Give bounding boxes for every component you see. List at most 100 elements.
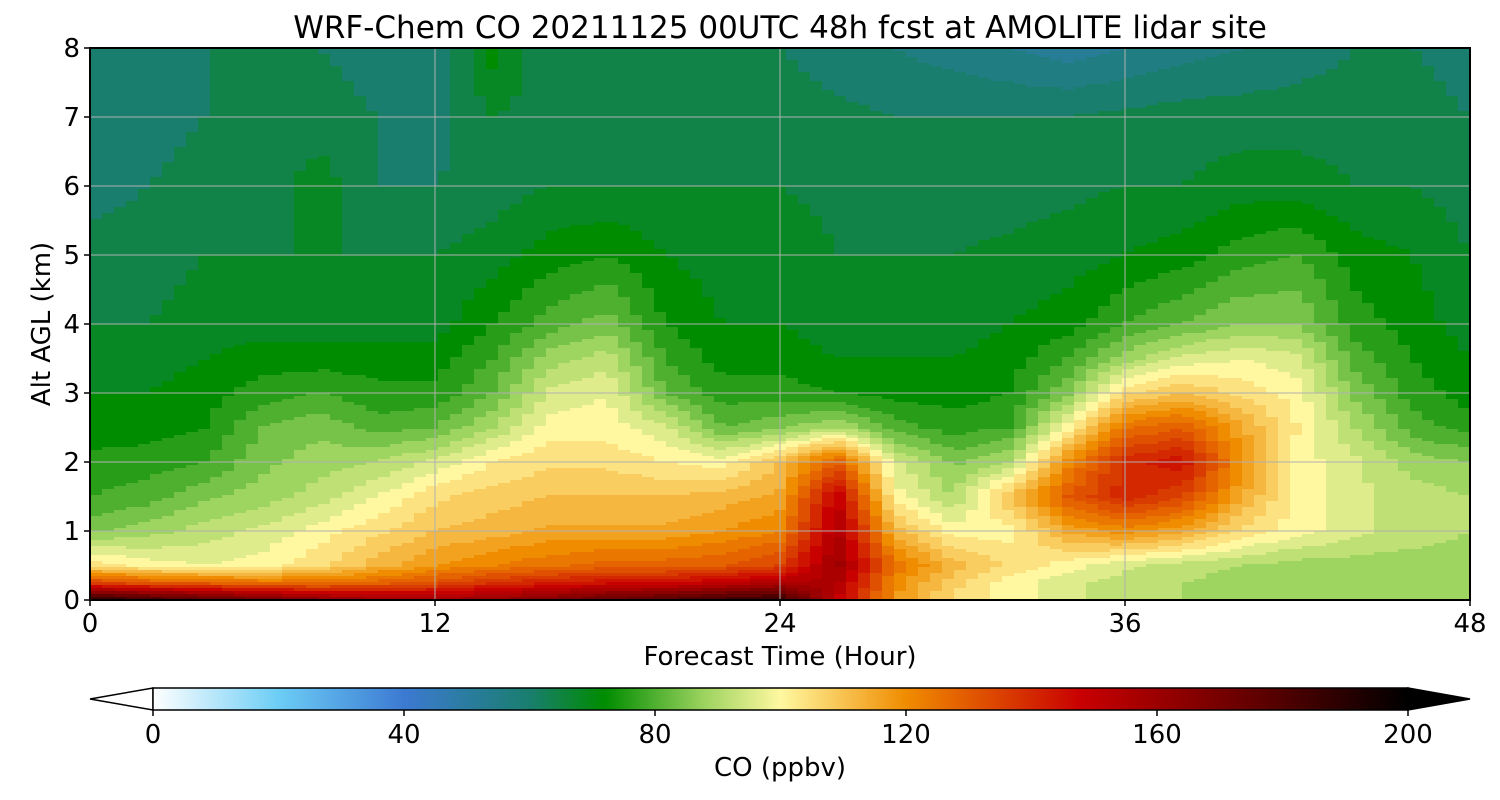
heatmap-cell <box>114 588 127 592</box>
heatmap-cell <box>798 48 811 73</box>
heatmap-cell <box>1374 318 1387 364</box>
heatmap-cell <box>594 399 607 442</box>
heatmap-cell <box>810 579 823 589</box>
heatmap-cell <box>174 561 187 568</box>
heatmap-cell <box>1218 156 1231 211</box>
heatmap-cell <box>666 327 679 367</box>
heatmap-cell <box>906 48 919 58</box>
heatmap-cell <box>858 543 871 559</box>
heatmap-cell <box>954 504 967 523</box>
heatmap-cell <box>1242 150 1255 205</box>
heatmap-cell <box>90 48 103 220</box>
heatmap-cell <box>186 576 199 580</box>
heatmap-cell <box>870 531 883 544</box>
heatmap-cell <box>882 534 895 547</box>
heatmap-cell <box>342 375 355 403</box>
heatmap-cell <box>594 441 607 469</box>
heatmap-cell <box>102 564 115 568</box>
heatmap-cell <box>1350 429 1363 457</box>
heatmap-cell <box>90 495 103 517</box>
heatmap-cell <box>114 546 127 556</box>
heatmap-cell <box>594 567 607 574</box>
heatmap-cell <box>966 459 979 475</box>
heatmap-cell <box>1182 228 1195 268</box>
heatmap-cell <box>1098 558 1111 565</box>
heatmap-cell <box>1050 432 1063 442</box>
heatmap-cell <box>510 576 523 583</box>
heatmap-cell <box>294 597 307 600</box>
heatmap-cell <box>222 573 235 577</box>
heatmap-cell <box>1074 444 1087 451</box>
heatmap-cell <box>834 96 847 256</box>
heatmap-cell <box>498 447 511 460</box>
heatmap-cell <box>678 558 691 568</box>
heatmap-cell <box>930 501 943 514</box>
heatmap-cell <box>402 570 415 574</box>
heatmap-cell <box>294 372 307 397</box>
heatmap-cell <box>618 561 631 568</box>
heatmap-cell <box>1086 393 1099 403</box>
heatmap-cell <box>1170 519 1183 529</box>
heatmap-cell <box>1038 300 1051 346</box>
colorbar-min-extension <box>89 687 154 711</box>
heatmap-cell <box>750 579 763 583</box>
heatmap-cell <box>234 387 247 421</box>
heatmap-cell <box>1170 471 1183 487</box>
heatmap-cell <box>522 585 535 589</box>
heatmap-cell <box>678 480 691 496</box>
heatmap-cell <box>942 558 955 580</box>
heatmap-cell <box>1026 54 1039 88</box>
heatmap-cell <box>654 588 667 592</box>
heatmap-cell <box>1170 534 1183 541</box>
heatmap-cell <box>438 546 451 565</box>
heatmap-cell <box>258 597 271 600</box>
heatmap-cell <box>270 570 283 574</box>
heatmap-cell <box>1410 438 1423 454</box>
heatmap-cell <box>210 354 223 409</box>
heatmap-cell <box>630 231 643 274</box>
heatmap-cell <box>1362 414 1375 442</box>
heatmap-cell <box>222 471 235 496</box>
heatmap-cell <box>762 429 775 436</box>
heatmap-cell <box>1146 417 1159 427</box>
heatmap-cell <box>342 579 355 583</box>
heatmap-cell <box>198 564 211 568</box>
heatmap-cell <box>114 594 127 598</box>
colorbar-tick-label: 200 <box>1383 720 1433 750</box>
heatmap-cell <box>1242 381 1255 400</box>
heatmap-cell <box>126 582 139 586</box>
heatmap-cell <box>318 579 331 583</box>
heatmap-cell <box>1158 468 1171 490</box>
heatmap-cell <box>534 471 547 499</box>
heatmap-cell <box>978 555 991 574</box>
heatmap-cell <box>90 393 103 451</box>
heatmap-cell <box>726 489 739 505</box>
heatmap-cell <box>258 507 271 526</box>
heatmap-cell <box>1074 450 1087 460</box>
heatmap-cell <box>1086 537 1099 544</box>
heatmap-cell <box>366 582 379 586</box>
heatmap-cell <box>882 453 895 460</box>
heatmap-cell <box>390 576 403 580</box>
heatmap-cell <box>1218 459 1231 469</box>
heatmap-cell <box>234 573 247 577</box>
heatmap-cell <box>426 429 439 439</box>
heatmap-cell <box>258 570 271 574</box>
heatmap-cell <box>354 465 367 487</box>
heatmap-cell <box>714 318 727 373</box>
heatmap-cell <box>822 420 835 430</box>
heatmap-cell <box>522 288 535 328</box>
heatmap-cell <box>1122 423 1135 430</box>
heatmap-cell <box>762 324 775 376</box>
heatmap-cell <box>162 579 175 583</box>
heatmap-cell <box>450 573 463 580</box>
heatmap-cell <box>858 573 871 589</box>
heatmap-cell <box>882 444 895 454</box>
heatmap-cell <box>1194 501 1207 511</box>
heatmap-cell <box>1074 534 1087 544</box>
heatmap-cell <box>1134 75 1147 109</box>
heatmap-cell <box>1254 564 1267 600</box>
heatmap-cell <box>282 399 295 421</box>
heatmap-cell <box>102 594 115 598</box>
heatmap-cell <box>1206 339 1219 352</box>
